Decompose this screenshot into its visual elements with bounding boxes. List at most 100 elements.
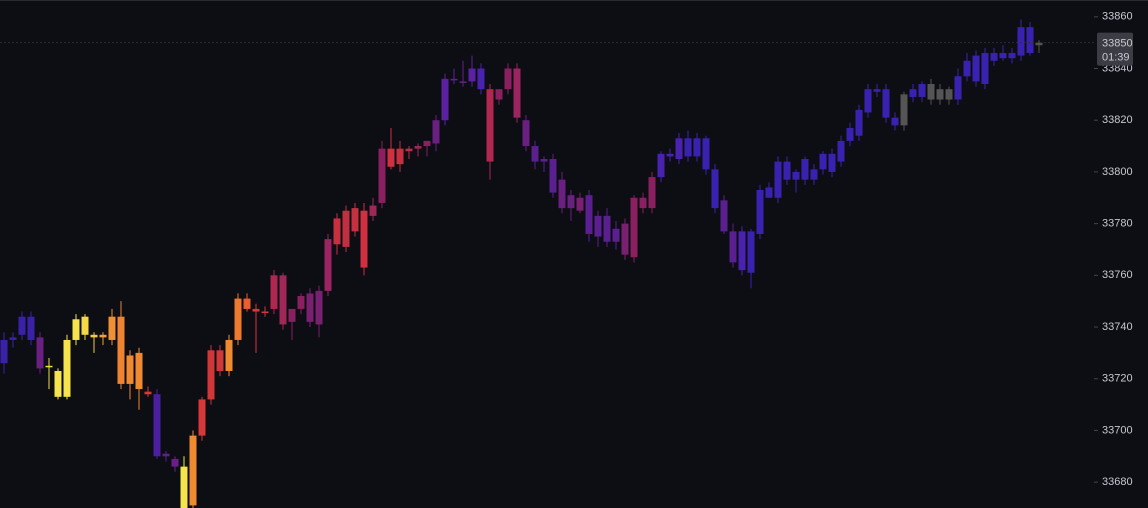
y-tick-label: 33760 [1102,269,1133,281]
y-tick-label: 33720 [1102,373,1133,385]
candle-body [747,231,755,273]
candle-body [891,117,899,126]
candle-body [864,89,872,113]
candle-body [414,146,422,149]
candle-body [900,94,908,126]
candle-body [378,148,386,203]
candle-body [261,311,269,314]
candle-body [882,89,890,118]
candle-body [72,319,80,340]
candle-body [423,140,431,147]
candle-body [630,197,638,258]
candle-body [405,148,413,152]
candle-body [594,215,602,237]
candle-body [27,316,35,340]
candle-body [450,78,458,81]
candle-body [756,190,764,234]
candle-body [333,218,341,245]
candle-body [486,89,494,162]
candle-body [657,153,665,178]
candle-body [108,316,116,340]
y-tick-label: 33800 [1102,166,1133,178]
candle-body [927,84,935,100]
candle-body [306,293,314,322]
candle-body [63,339,71,397]
y-tick-label: 33860 [1102,11,1133,23]
last-price-label: 33850 [1102,38,1133,50]
candle-body [315,290,323,325]
candle-body [387,148,395,167]
candle-body [459,81,467,83]
candle-body [666,153,674,157]
candle-body [981,52,989,85]
candle-body [909,89,917,97]
candle-body [144,391,152,395]
candle-body [819,153,827,170]
candle-body [612,228,620,242]
candle-body [738,231,746,271]
candle-body [855,109,863,136]
y-tick-label: 33700 [1102,424,1133,436]
candle-body [774,161,782,198]
candle-body [54,370,62,397]
candle-body [36,337,44,369]
candle-body [207,350,215,400]
candle-body [828,153,836,172]
y-tick-label: 33740 [1102,321,1133,333]
candle-body [432,120,440,144]
candle-body [279,275,287,325]
price-axis: 33680 33700 33720 33740 33760 33780 33800 33820… [1094,11,1133,488]
candle-body [162,453,170,457]
candle-body [765,187,773,198]
candle-body [540,158,548,162]
candle-body [567,195,575,209]
candle-body [171,458,179,467]
candle-body [441,78,449,121]
candle-body [783,161,791,180]
candle-body [1026,27,1034,53]
candle-body [180,466,188,508]
y-tick-label: 33780 [1102,218,1133,230]
candle-body [639,197,647,209]
candle-body [972,55,980,82]
candle-body [9,337,17,340]
candle-body [603,215,611,242]
candle-body [225,339,233,371]
candle-body [324,239,332,291]
candle-body [576,197,584,211]
candle-body [684,138,692,157]
candle-body [135,352,143,390]
candle-body [585,195,593,234]
candle-body [1008,52,1016,59]
candle-body [396,148,404,165]
candle-body [675,138,683,159]
candle-body [18,316,26,335]
candle-body [936,89,944,100]
candle-body [621,223,629,255]
candle-body [117,316,125,384]
candle-body [45,365,53,368]
candle-body [522,120,530,147]
candle-body [1017,27,1025,56]
candle-body [297,296,305,309]
candle-body [846,127,854,141]
candle-body [288,308,296,322]
candle-body [252,308,260,312]
candle-body [81,316,89,335]
candle-body [351,208,359,232]
candle-body [477,68,485,90]
plot-area [0,19,1096,508]
candle-body [837,140,845,162]
y-tick-label: 33680 [1102,476,1133,488]
candle-body [810,169,818,180]
candle-body [918,84,926,97]
candle-body [792,171,800,180]
candle-body [990,52,998,61]
y-tick-label: 33820 [1102,114,1133,126]
candle-body [549,158,557,193]
candle-body [270,275,278,309]
candle-body [0,339,8,364]
candle-body [126,355,134,384]
